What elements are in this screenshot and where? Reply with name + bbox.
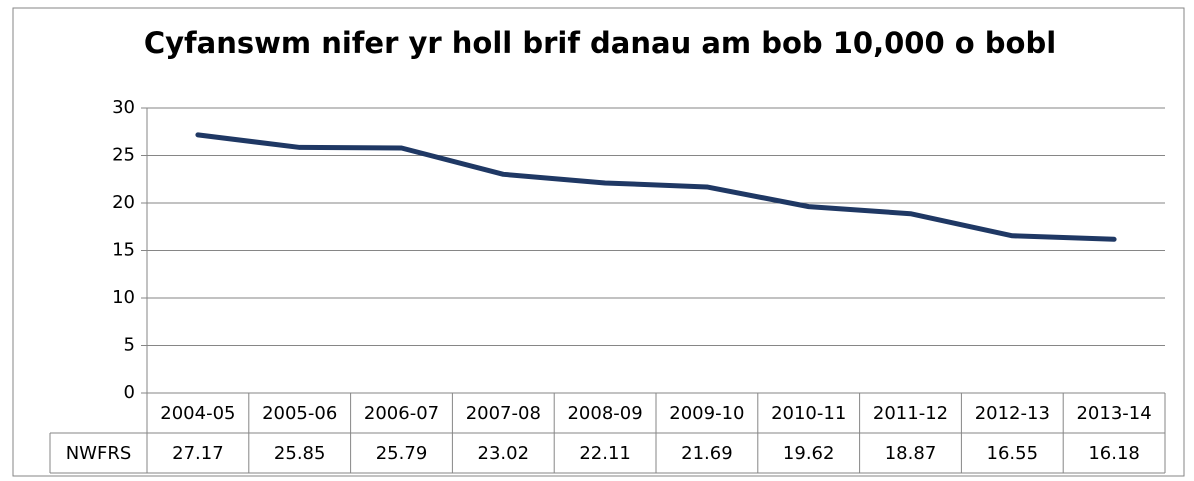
x-tick-label: 2010-11 [771,403,846,424]
y-tick-label: 5 [124,335,135,356]
y-tick-label: 10 [112,287,135,308]
chart-border [12,7,1185,477]
table-value: 22.11 [579,443,631,464]
x-tick-label: 2008-09 [567,403,642,424]
y-tick-label: 15 [112,240,135,261]
x-tick-label: 2013-14 [1076,403,1151,424]
table-value: 27.17 [172,443,224,464]
table-value: 25.79 [376,443,428,464]
series-line [195,132,1117,242]
table-value: 18.87 [885,443,937,464]
y-tick-label: 0 [124,382,135,403]
y-tick-label: 30 [112,97,135,118]
x-tick-label: 2006-07 [364,403,439,424]
x-tick-label: 2011-12 [873,403,948,424]
table-value: 16.18 [1088,443,1140,464]
x-tick-label: 2009-10 [669,403,744,424]
chart-title: Cyfanswm nifer yr holl brif danau am bob… [144,26,1056,60]
y-tick-label: 25 [112,145,135,166]
table-value: 23.02 [478,443,530,464]
table-value: 19.62 [783,443,835,464]
x-tick-label: 2012-13 [975,403,1050,424]
legend-label: NWFRS [66,443,132,464]
x-tick-label: 2004-05 [160,403,235,424]
y-tick-label: 20 [112,192,135,213]
x-tick-label: 2005-06 [262,403,337,424]
x-tick-label: 2007-08 [466,403,541,424]
table-value: 16.55 [987,443,1039,464]
table-value: 25.85 [274,443,326,464]
table-value: 21.69 [681,443,733,464]
